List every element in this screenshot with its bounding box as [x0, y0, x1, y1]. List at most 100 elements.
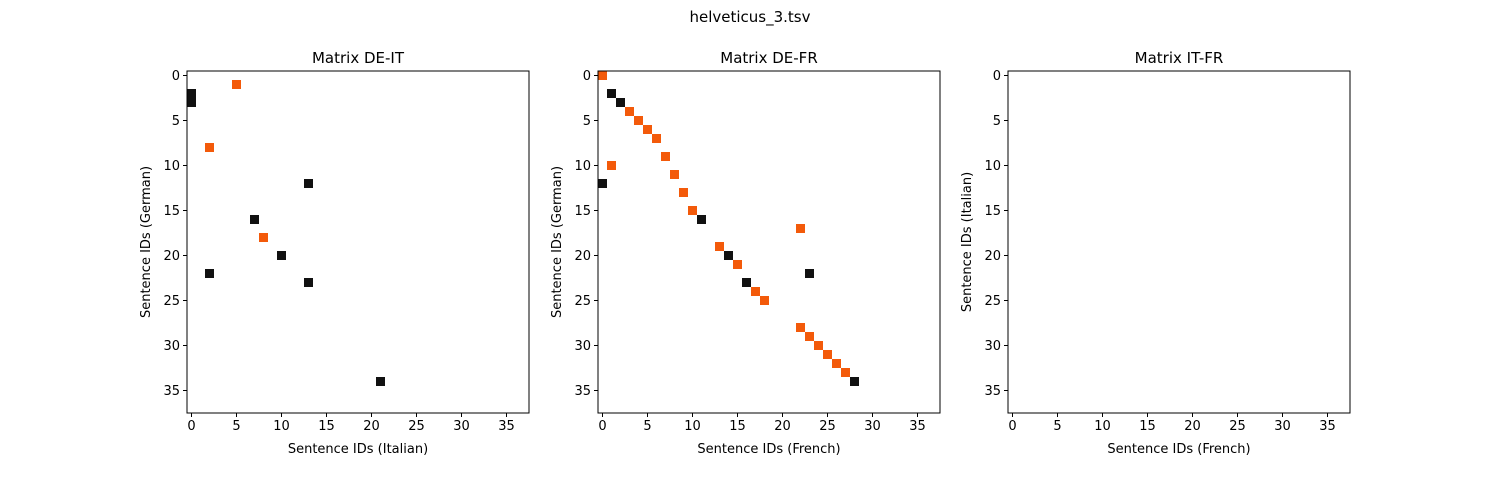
y-tick-label: 30 — [984, 339, 1001, 354]
y-tick-label: 0 — [172, 69, 180, 84]
x-tick-label: 25 — [1229, 419, 1246, 434]
y-tick-label: 5 — [172, 114, 180, 129]
matrix-cell — [625, 107, 634, 116]
x-tick-label: 10 — [684, 419, 701, 434]
x-tick-label: 35 — [909, 419, 926, 434]
y-tick-label: 20 — [574, 249, 591, 264]
matrix-cell — [376, 377, 385, 386]
x-tick-label: 25 — [408, 419, 425, 434]
x-tick-label: 0 — [598, 419, 606, 434]
matrix-cell — [616, 98, 625, 107]
matrix-cell — [607, 89, 616, 98]
matrix-cell — [259, 233, 268, 242]
matrix-cell — [205, 143, 214, 152]
matrix-cell — [814, 341, 823, 350]
y-tick-label: 0 — [993, 69, 1001, 84]
y-tick-label: 5 — [583, 114, 591, 129]
y-tick-label: 25 — [984, 294, 1001, 309]
matrix-cell — [796, 323, 805, 332]
y-axis-label: Sentence IDs (German) — [550, 166, 565, 318]
matrix-cell — [670, 170, 679, 179]
chart-title: Matrix IT-FR — [1135, 49, 1224, 67]
y-tick-label: 5 — [993, 114, 1001, 129]
matrix-cell — [652, 134, 661, 143]
y-tick-label: 30 — [163, 339, 180, 354]
matrix-cell — [232, 80, 241, 89]
matrix-cell — [733, 260, 742, 269]
matrix-cell — [760, 296, 769, 305]
y-tick-label: 35 — [984, 384, 1001, 399]
y-tick-label: 0 — [583, 69, 591, 84]
x-tick-label: 30 — [864, 419, 881, 434]
x-axis-label: Sentence IDs (French) — [1107, 442, 1250, 457]
x-tick-label: 25 — [819, 419, 836, 434]
matrix-cell — [751, 287, 760, 296]
x-tick-label: 15 — [1139, 419, 1156, 434]
matrix-cell — [841, 368, 850, 377]
panels: 0 5 10 15 20 25 30 35 0 5 10 15 20 25 30 35 Matrix DE-IT… — [139, 49, 1351, 457]
x-tick-label: 20 — [363, 419, 380, 434]
matrix-cell — [661, 152, 670, 161]
matrix-cell — [742, 278, 751, 287]
matrix-cell — [598, 71, 607, 80]
axes-frame — [1007, 70, 1351, 414]
axes-frame — [597, 70, 941, 414]
x-tick-label: 0 — [1008, 419, 1016, 434]
y-tick-label: 35 — [574, 384, 591, 399]
chart-panel: 0 5 10 15 20 25 30 35 0 5 10 15 20 25 30 35 Matrix DE-FR… — [550, 49, 941, 457]
matrix-cell — [805, 269, 814, 278]
y-tick-label: 15 — [574, 204, 591, 219]
y-tick-label: 30 — [574, 339, 591, 354]
matrix-cell — [715, 242, 724, 251]
y-tick-label: 25 — [574, 294, 591, 309]
matrix-cell — [796, 224, 805, 233]
matrix-cell — [688, 206, 697, 215]
matrix-cell — [277, 251, 286, 260]
matrix-cell — [250, 215, 259, 224]
matrix-cell — [304, 278, 313, 287]
matrix-cell — [205, 269, 214, 278]
x-tick-label: 30 — [453, 419, 470, 434]
y-tick-label: 10 — [163, 159, 180, 174]
figure-suptitle: helveticus_3.tsv — [689, 8, 810, 27]
chart-title: Matrix DE-FR — [720, 49, 818, 67]
y-tick-label: 15 — [984, 204, 1001, 219]
chart-panel: 0 5 10 15 20 25 30 35 0 5 10 15 20 25 30 35 Matrix DE-IT… — [139, 49, 530, 457]
x-tick-label: 10 — [1094, 419, 1111, 434]
matrix-cell — [187, 89, 196, 98]
x-tick-label: 20 — [1184, 419, 1201, 434]
chart-panel: 0 5 10 15 20 25 30 35 0 5 10 15 20 25 30 35 Matrix IT-FR… — [960, 49, 1351, 457]
matrix-cell — [634, 116, 643, 125]
x-axis-label: Sentence IDs (French) — [697, 442, 840, 457]
matrix-cell — [679, 188, 688, 197]
y-axis-label: Sentence IDs (Italian) — [960, 172, 975, 312]
x-tick-label: 5 — [232, 419, 240, 434]
matrix-cell — [697, 215, 706, 224]
x-tick-label: 5 — [643, 419, 651, 434]
x-tick-label: 15 — [729, 419, 746, 434]
x-axis-label: Sentence IDs (Italian) — [288, 442, 428, 457]
matrix-cell — [607, 161, 616, 170]
x-tick-label: 35 — [1319, 419, 1336, 434]
matrix-cell — [724, 251, 733, 260]
y-tick-label: 35 — [163, 384, 180, 399]
matrix-cell — [805, 332, 814, 341]
matrix-cell — [304, 179, 313, 188]
matrix-cell — [850, 377, 859, 386]
y-tick-label: 10 — [984, 159, 1001, 174]
y-axis-label: Sentence IDs (German) — [139, 166, 154, 318]
matrix-cell — [598, 179, 607, 188]
y-tick-label: 20 — [984, 249, 1001, 264]
matrix-cell — [643, 125, 652, 134]
x-tick-label: 10 — [273, 419, 290, 434]
matrix-cell — [832, 359, 841, 368]
y-tick-label: 10 — [574, 159, 591, 174]
x-tick-label: 0 — [187, 419, 195, 434]
y-tick-label: 15 — [163, 204, 180, 219]
x-tick-label: 30 — [1274, 419, 1291, 434]
x-tick-label: 5 — [1053, 419, 1061, 434]
axes-frame — [186, 70, 530, 414]
y-tick-label: 25 — [163, 294, 180, 309]
